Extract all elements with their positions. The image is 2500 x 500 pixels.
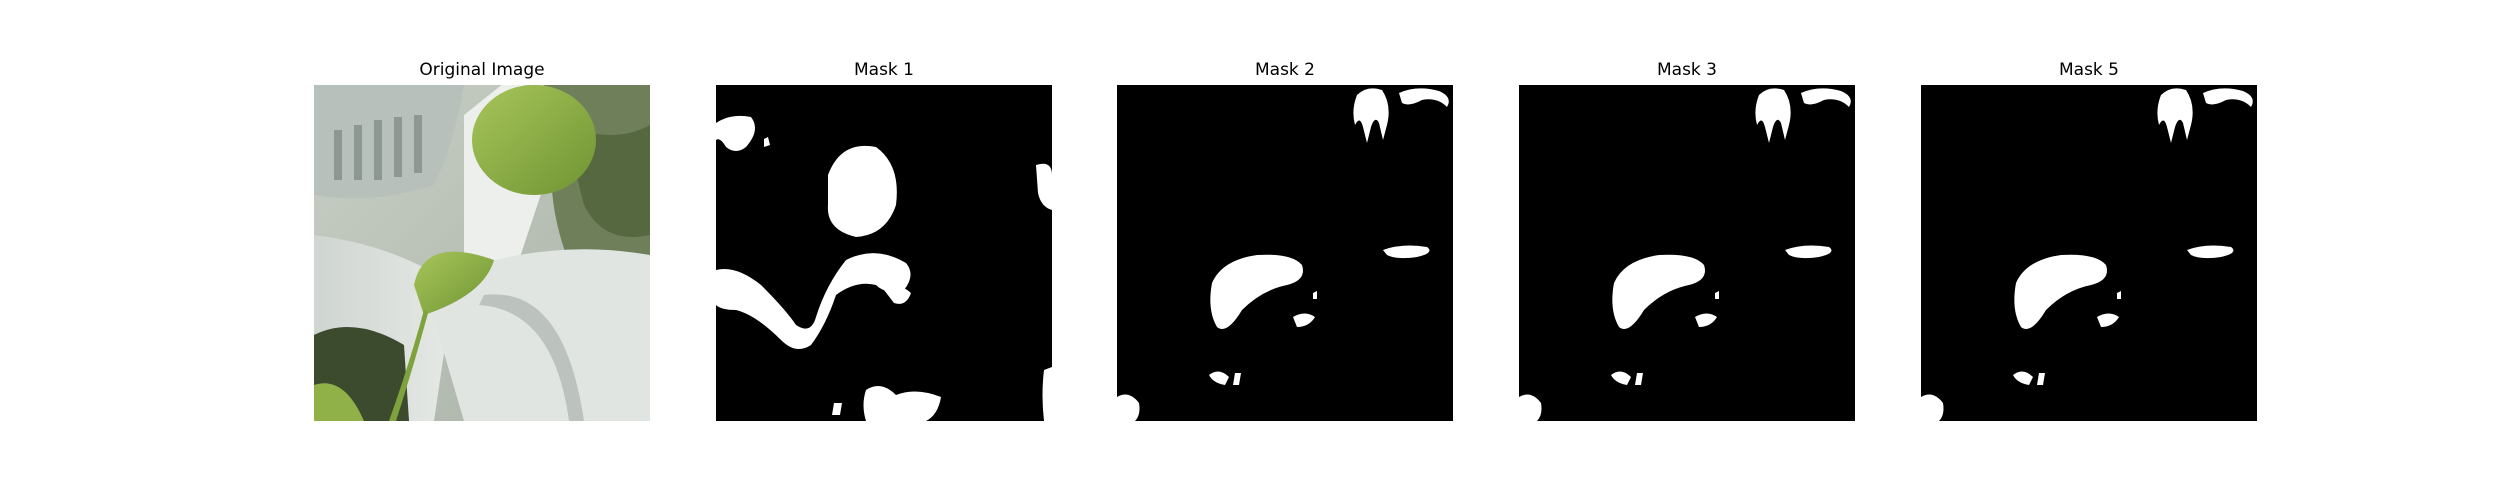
mask-1-image [716, 85, 1052, 421]
panel-title-mask-1: Mask 1 [853, 60, 914, 80]
panel-title-mask-5: Mask 5 [2058, 60, 2119, 80]
mask-3-image [1519, 85, 1855, 421]
panel-title-mask-2: Mask 2 [1254, 60, 1315, 80]
panel-mask-1: Mask 1 [716, 0, 1052, 500]
panel-title-mask-3: Mask 3 [1656, 60, 1717, 80]
original-photo [314, 85, 650, 421]
panel-mask-3: Mask 3 [1519, 0, 1855, 500]
panel-mask-5: Mask 5 [1921, 0, 2257, 500]
panel-mask-2: Mask 2 [1117, 0, 1453, 500]
panel-title-original-image: Original Image [419, 60, 545, 80]
mask-2-image [1117, 85, 1453, 421]
mask-5-image [1921, 85, 2257, 421]
panel-original-image: Original Image [314, 0, 650, 500]
